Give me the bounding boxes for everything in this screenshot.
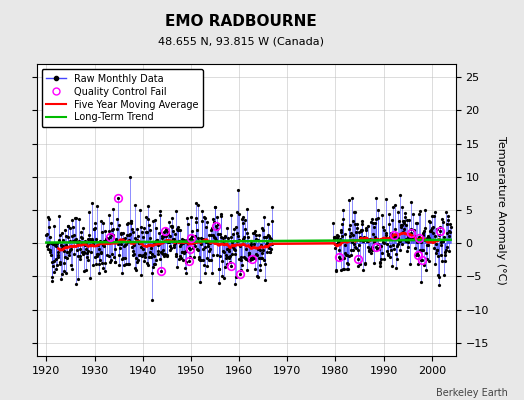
Text: 48.655 N, 93.815 W (Canada): 48.655 N, 93.815 W (Canada) xyxy=(158,36,324,46)
Legend: Raw Monthly Data, Quality Control Fail, Five Year Moving Average, Long-Term Tren: Raw Monthly Data, Quality Control Fail, … xyxy=(41,69,203,127)
Y-axis label: Temperature Anomaly (°C): Temperature Anomaly (°C) xyxy=(496,136,506,284)
Text: Berkeley Earth: Berkeley Earth xyxy=(436,388,508,398)
Text: EMO RADBOURNE: EMO RADBOURNE xyxy=(165,14,317,29)
